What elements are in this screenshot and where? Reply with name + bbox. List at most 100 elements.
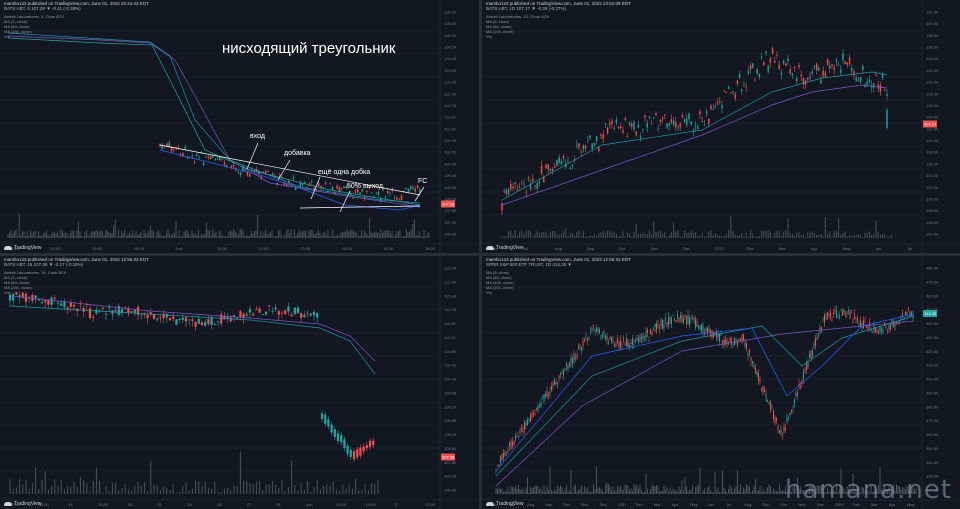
volume-bar xyxy=(833,490,834,494)
candle-body xyxy=(875,74,877,76)
volume-bar xyxy=(638,488,639,494)
candle-body xyxy=(522,428,524,433)
volume-bar xyxy=(728,230,730,238)
volume-bar xyxy=(551,489,552,494)
candle-body xyxy=(391,190,394,191)
volume-bar xyxy=(204,233,206,238)
candle-body xyxy=(226,317,229,320)
volume-bar xyxy=(677,491,678,494)
candle-body xyxy=(782,434,783,436)
candle-body xyxy=(855,77,857,82)
candle-body xyxy=(636,338,638,341)
volume-bar xyxy=(279,229,281,238)
time-tick-label: Sep xyxy=(545,502,553,507)
candle-body xyxy=(170,147,173,151)
chart-canvas: 480.00470.00460.00450.00440.00430.00420.… xyxy=(482,256,960,509)
volume-bar xyxy=(266,234,268,238)
volume-bar xyxy=(39,235,41,238)
volume-bar xyxy=(556,234,558,238)
candle-body xyxy=(761,388,762,390)
candle-body xyxy=(806,363,807,371)
volume-bar xyxy=(543,232,545,238)
candle-body xyxy=(519,430,521,435)
volume-bar xyxy=(613,232,615,238)
volume-bar xyxy=(594,488,596,494)
candle-body xyxy=(516,435,518,437)
volume-bar xyxy=(897,485,899,494)
candle-body xyxy=(853,71,855,76)
volume-bar xyxy=(665,489,666,494)
volume-bar xyxy=(314,234,316,238)
volume-bar xyxy=(629,490,630,494)
volume-bar xyxy=(228,231,230,238)
candle-body xyxy=(896,321,897,323)
candle-body xyxy=(560,373,561,375)
time-tick-label: Sep xyxy=(762,502,770,507)
candle-body xyxy=(274,307,277,310)
volume-bar xyxy=(291,460,293,494)
volume-bar xyxy=(237,234,239,238)
volume-bar xyxy=(696,486,698,494)
volume-bar xyxy=(605,484,606,494)
candle-body xyxy=(510,183,512,190)
volume-bar xyxy=(816,485,818,494)
candle-body xyxy=(851,312,852,314)
volume-bar xyxy=(533,487,534,494)
volume-bar xyxy=(704,488,705,494)
candle-body xyxy=(813,343,815,348)
volume-bar xyxy=(888,236,890,238)
time-tick-label: Apr xyxy=(889,502,896,507)
volume-bar xyxy=(872,492,873,494)
volume-bar xyxy=(600,488,602,494)
volume-bar xyxy=(53,231,55,238)
candle-body xyxy=(503,453,504,458)
candle-body xyxy=(598,147,600,152)
candle-body xyxy=(244,169,246,171)
candle-body xyxy=(66,307,69,310)
volume-bar xyxy=(689,489,690,494)
volume-bar xyxy=(777,491,779,494)
candle-body xyxy=(403,190,405,193)
price-tick-label: 124.00 xyxy=(926,115,939,120)
volume-bar xyxy=(44,471,46,494)
volume-bar xyxy=(736,235,738,238)
volume-bar xyxy=(888,486,890,494)
volume-bar xyxy=(217,491,219,494)
candle-body xyxy=(124,307,127,309)
candle-body xyxy=(521,428,522,430)
volume-bar xyxy=(130,234,132,238)
price-tick-label: 112.80 xyxy=(444,279,457,284)
candle-body xyxy=(294,187,297,191)
volume-bar xyxy=(662,234,664,238)
candle-body xyxy=(565,163,567,168)
price-tick-label: 108.00 xyxy=(926,208,939,213)
candle-body xyxy=(518,186,521,188)
volume-bar xyxy=(596,466,597,494)
candle-body xyxy=(588,338,590,340)
candle-body xyxy=(283,182,285,185)
candle-body xyxy=(530,415,531,422)
volume-bar xyxy=(65,232,67,238)
volume-bar xyxy=(52,232,54,238)
candle-body xyxy=(677,314,678,317)
volume-bar xyxy=(608,484,609,494)
candle-body xyxy=(659,120,662,123)
volume-bar xyxy=(563,231,565,238)
volume-bar xyxy=(831,236,833,238)
candle-body xyxy=(802,77,805,85)
time-tick-label: Jun xyxy=(491,246,497,251)
candle-body xyxy=(498,464,500,466)
volume-bar xyxy=(591,491,593,494)
volume-bar xyxy=(714,233,716,238)
volume-bar xyxy=(370,231,372,238)
volume-bar xyxy=(861,487,863,494)
volume-bar xyxy=(67,486,69,494)
candle-body xyxy=(609,337,611,339)
volume-bar xyxy=(710,230,712,238)
volume-bar xyxy=(114,219,116,238)
volume-bar xyxy=(609,230,611,238)
price-tick-label: 106.50 xyxy=(444,232,457,237)
volume-bar xyxy=(637,233,639,238)
candle-body xyxy=(513,440,515,445)
legend-item: MA (9, close) xyxy=(486,270,510,275)
